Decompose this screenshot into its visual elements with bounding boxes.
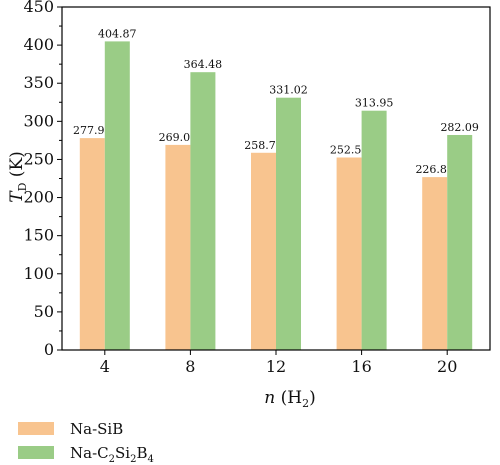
bar-na-sib-20 [422, 177, 448, 350]
x-axis-title: n (H2) [264, 388, 315, 410]
bar-na-c2si2b4-4 [104, 41, 130, 351]
x-tick-label-8: 8 [185, 357, 195, 376]
y-axis-title: TD (K) [7, 151, 29, 203]
bar-na-sib-8 [165, 144, 191, 350]
x-tick-label-4: 4 [100, 357, 110, 376]
bar-na-c2si2b4-20 [447, 134, 473, 350]
data-label-na-sib-20: 226.81 [415, 163, 454, 176]
bar-na-c2si2b4-12 [276, 97, 301, 350]
data-label-na-sib-12: 258.75 [244, 139, 283, 152]
legend: Na-SiB Na-C2Si2B4 [18, 420, 154, 465]
data-label-na-c2si2b4-4: 404.87 [98, 27, 137, 40]
y-tick-label-150: 150 [23, 226, 54, 245]
y-tick-label-300: 300 [23, 111, 54, 130]
legend-label-na-c2si2b4: Na-C2Si2B4 [70, 444, 154, 465]
y-tick-label-50: 50 [34, 302, 54, 321]
data-label-na-sib-16: 252.56 [330, 143, 369, 156]
legend-swatch-na-sib [18, 422, 54, 435]
bar-na-c2si2b4-16 [361, 110, 387, 350]
data-label-na-c2si2b4-16: 313.95 [355, 97, 394, 110]
data-label-na-c2si2b4-12: 331.02 [269, 84, 308, 97]
y-tick-label-200: 200 [23, 188, 54, 207]
y-tick-label-350: 350 [23, 73, 54, 92]
axes-layer: 0 50 100 150 200 250 300 350 400 450 4 8 12 16 20 [23, 0, 491, 376]
data-label-na-sib-8: 269.08 [159, 131, 198, 144]
bar-na-sib-16 [336, 157, 362, 350]
x-tick-label-12: 12 [266, 357, 286, 376]
bar-na-c2si2b4-8 [190, 72, 216, 350]
x-tick-label-20: 20 [437, 357, 457, 376]
bar-na-sib-12 [251, 152, 276, 350]
data-label-na-sib-4: 277.97 [73, 124, 112, 137]
y-tick-label-0: 0 [44, 340, 54, 359]
data-label-na-c2si2b4-20: 282.09 [440, 121, 479, 134]
legend-swatch-na-c2si2b4 [18, 446, 54, 459]
y-tick-label-250: 250 [23, 149, 54, 168]
x-tick-label-16: 16 [351, 357, 371, 376]
y-tick-label-400: 400 [23, 35, 54, 54]
y-tick-label-100: 100 [23, 264, 54, 283]
y-tick-label-450: 450 [23, 0, 54, 16]
bar-na-sib-4 [79, 138, 105, 350]
bars-layer: 277.97 404.87 269.08 364.48 258.75 331.02 252.… [73, 27, 479, 351]
legend-label-na-sib: Na-SiB [70, 420, 123, 438]
data-label-na-c2si2b4-8: 364.48 [184, 58, 223, 71]
